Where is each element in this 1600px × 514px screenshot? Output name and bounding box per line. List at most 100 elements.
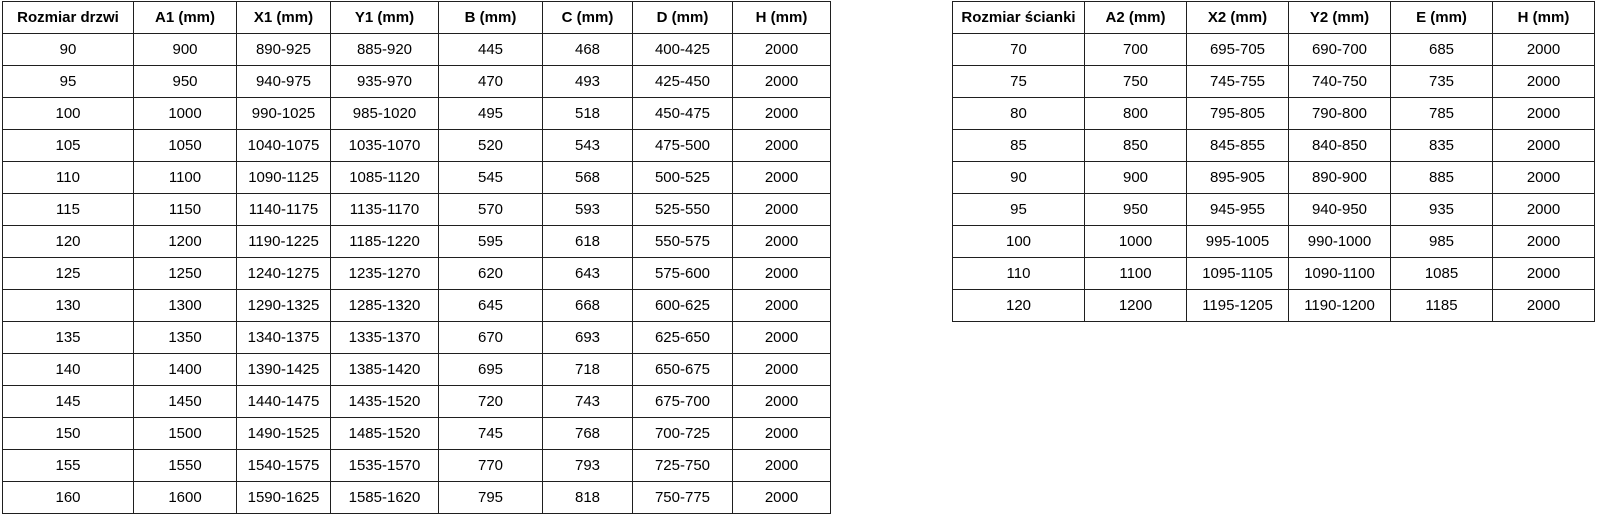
table-cell: 990-1000 [1288,225,1391,258]
table-cell: 620 [438,257,543,290]
table-cell: 450-475 [632,97,733,130]
table-cell: 818 [542,481,633,514]
table-cell: 595 [438,225,543,258]
table-cell: 675-700 [632,385,733,418]
table-cell: 720 [438,385,543,418]
table-cell: 520 [438,129,543,162]
table-cell: 120 [2,225,134,258]
table-row: 150 1500 1490-1525 1485-1520 745 768 700-725 20… [2,417,831,450]
table-cell: 725-750 [632,449,733,482]
table-cell: 845-855 [1186,129,1289,162]
table-cell: 885 [1390,161,1493,194]
table-cell: 475-500 [632,129,733,162]
wall-size-table: Rozmiar ścianki A2 (mm) X2 (mm) Y2 (mm) E (m… [952,1,1595,322]
table-cell: 550-575 [632,225,733,258]
table-cell: 685 [1390,33,1493,66]
table-row: 95 950 945-955 940-950 935 2000 [952,193,1595,226]
table-cell: 100 [2,97,134,130]
table-cell: 1185 [1390,289,1493,322]
table-cell: 2000 [1492,129,1595,162]
table-cell: 2000 [1492,225,1595,258]
table-cell: 745 [438,417,543,450]
table-row: 125 1250 1240-1275 1235-1270 620 643 575-600 20… [2,257,831,290]
table-cell: 1190-1225 [236,225,331,258]
table-cell: 90 [2,33,134,66]
table-cell: 2000 [732,321,831,354]
table-cell: 795 [438,481,543,514]
table-cell: 650-675 [632,353,733,386]
table-cell: 940-975 [236,65,331,98]
table-cell: 90 [952,161,1085,194]
table-cell: 1400 [133,353,237,386]
door-size-table: Rozmiar drzwi A1 (mm) X1 (mm) Y1 (mm) B (mm)… [2,1,831,514]
table-row: 105 1050 1040-1075 1035-1070 520 543 475-500 20… [2,129,831,162]
table-cell: 735 [1390,65,1493,98]
table-cell: 1095-1105 [1186,257,1289,290]
table-cell: 543 [542,129,633,162]
table-cell: 1290-1325 [236,289,331,322]
table-cell: 668 [542,289,633,322]
table-cell: 885-920 [330,33,439,66]
table-cell: 940-950 [1288,193,1391,226]
table-cell: 145 [2,385,134,418]
table-cell: 850 [1084,129,1187,162]
column-header: Y2 (mm) [1288,1,1391,34]
table-cell: 110 [952,257,1085,290]
table-cell: 1335-1370 [330,321,439,354]
table-cell: 840-850 [1288,129,1391,162]
table-cell: 693 [542,321,633,354]
table-cell: 890-900 [1288,161,1391,194]
table-cell: 1140-1175 [236,193,331,226]
table-cell: 1090-1125 [236,161,331,194]
table-cell: 445 [438,33,543,66]
table-cell: 1135-1170 [330,193,439,226]
table-cell: 100 [952,225,1085,258]
column-header: D (mm) [632,1,733,34]
table-cell: 1100 [133,161,237,194]
table-cell: 2000 [732,161,831,194]
table-row: 100 1000 990-1025 985-1020 495 518 450-475 2000 [2,97,831,130]
table-cell: 750 [1084,65,1187,98]
table-cell: 495 [438,97,543,130]
table-cell: 125 [2,257,134,290]
table-cell: 1200 [133,225,237,258]
table-row: 70 700 695-705 690-700 685 2000 [952,33,1595,66]
table-cell: 2000 [732,193,831,226]
table-cell: 593 [542,193,633,226]
table-cell: 1390-1425 [236,353,331,386]
table-cell: 468 [542,33,633,66]
table-cell: 518 [542,97,633,130]
table-cell: 2000 [1492,289,1595,322]
column-header: Rozmiar ścianki [952,1,1085,34]
table-row: 90 900 890-925 885-920 445 468 400-425 2000 [2,33,831,66]
table-cell: 700-725 [632,417,733,450]
column-header: X2 (mm) [1186,1,1289,34]
table-cell: 770 [438,449,543,482]
column-header: Y1 (mm) [330,1,439,34]
table-cell: 75 [952,65,1085,98]
table-cell: 1085-1120 [330,161,439,194]
table-cell: 130 [2,289,134,322]
table-cell: 115 [2,193,134,226]
table-cell: 1040-1075 [236,129,331,162]
table-row: 120 1200 1195-1205 1190-1200 1185 2000 [952,289,1595,322]
table-cell: 2000 [732,33,831,66]
table-cell: 1585-1620 [330,481,439,514]
table-cell: 1195-1205 [1186,289,1289,322]
table-cell: 2000 [732,417,831,450]
table-cell: 1085 [1390,257,1493,290]
table-cell: 618 [542,225,633,258]
table-cell: 1200 [1084,289,1187,322]
column-header: E (mm) [1390,1,1493,34]
table-row: 80 800 795-805 790-800 785 2000 [952,97,1595,130]
table-cell: 795-805 [1186,97,1289,130]
table-cell: 695-705 [1186,33,1289,66]
table-cell: 1250 [133,257,237,290]
table-cell: 985-1020 [330,97,439,130]
table-cell: 1285-1320 [330,289,439,322]
column-header: A2 (mm) [1084,1,1187,34]
table-cell: 2000 [1492,65,1595,98]
table-cell: 2000 [732,481,831,514]
table-cell: 160 [2,481,134,514]
header-row: Rozmiar drzwi A1 (mm) X1 (mm) Y1 (mm) B (mm)… [2,1,831,34]
